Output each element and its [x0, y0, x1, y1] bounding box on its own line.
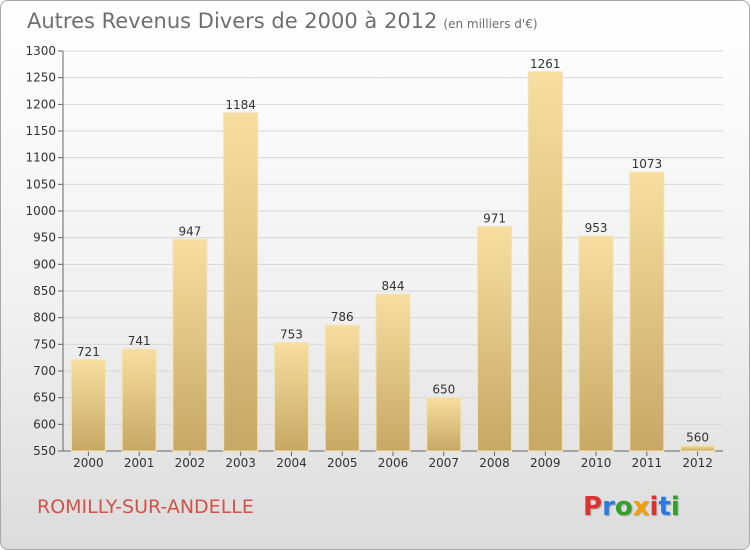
x-tick-label: 2012 — [682, 456, 713, 470]
bar-value-label: 741 — [128, 334, 151, 348]
chart-title: Autres Revenus Divers de 2000 à 2012 (en … — [27, 9, 538, 33]
logo-letter: x — [632, 492, 650, 522]
x-tick-label: 2002 — [175, 456, 206, 470]
x-tick-label: 2001 — [124, 456, 155, 470]
bar — [273, 342, 309, 452]
x-tick-label: 2006 — [378, 456, 409, 470]
logo-letter: i — [670, 492, 680, 522]
y-tick-label: 1200 — [25, 97, 56, 111]
y-tick-label: 750 — [33, 337, 56, 351]
bar-value-label: 753 — [280, 328, 303, 342]
bar — [172, 238, 208, 452]
y-tick-label: 1000 — [25, 204, 56, 218]
y-tick-label: 550 — [33, 444, 56, 458]
y-tick-label: 1100 — [25, 151, 56, 165]
logo-letter: t — [658, 492, 671, 522]
x-tick-label: 2008 — [479, 456, 510, 470]
bar — [426, 397, 462, 452]
x-tick-label: 2000 — [73, 456, 104, 470]
bar-value-label: 1261 — [530, 57, 561, 71]
bar-value-label: 1184 — [225, 98, 256, 112]
x-tick-label: 2011 — [632, 456, 663, 470]
bar — [680, 445, 716, 452]
bar-value-label: 953 — [585, 221, 608, 235]
y-tick-label: 1250 — [25, 71, 56, 85]
logo-letter: o — [614, 492, 633, 522]
bar-value-label: 786 — [331, 310, 354, 324]
bar-value-label: 1073 — [632, 157, 663, 171]
y-tick-label: 700 — [33, 364, 56, 378]
x-tick-labels: 2000 2001 2002 2003 2004 2005 2006 2007 2008 2009… — [73, 456, 713, 470]
commune-name: ROMILLY-SUR-ANDELLE — [37, 496, 254, 518]
bar-value-label: 844 — [382, 279, 405, 293]
y-tick-label: 900 — [33, 257, 56, 271]
y-tick-labels: 550 600 650 700 750 800 850 900 950 1000 1050 1100 1… — [25, 44, 56, 458]
x-tick-label: 2005 — [327, 456, 358, 470]
y-tick-label: 1300 — [25, 44, 56, 58]
bar — [527, 71, 563, 452]
x-tick-label: 2010 — [581, 456, 612, 470]
bar — [477, 225, 513, 452]
x-tick-label: 2003 — [225, 456, 256, 470]
bar — [578, 235, 614, 452]
y-tick-label: 1050 — [25, 177, 56, 191]
proxiti-logo[interactable]: Proxiti — [583, 492, 680, 522]
logo-letter: r — [602, 492, 615, 522]
bar — [629, 171, 665, 452]
bar — [70, 359, 106, 452]
bars — [70, 71, 716, 452]
y-tick-label: 600 — [33, 417, 56, 431]
logo-letter: P — [583, 492, 603, 522]
bar — [223, 112, 259, 452]
y-tick-label: 800 — [33, 311, 56, 325]
x-tick-label: 2009 — [530, 456, 561, 470]
y-tick-label: 650 — [33, 391, 56, 405]
bar-value-label: 721 — [77, 345, 100, 359]
x-tick-label: 2007 — [428, 456, 459, 470]
chart-title-text: Autres Revenus Divers de 2000 à 2012 — [27, 9, 438, 33]
x-tick-label: 2004 — [276, 456, 307, 470]
bar-value-label: 971 — [483, 211, 506, 225]
bar-value-label: 560 — [686, 431, 709, 445]
logo-letter: i — [649, 492, 659, 522]
bar — [121, 348, 157, 452]
bar-value-label: 947 — [178, 224, 201, 238]
bar-value-label: 650 — [432, 383, 455, 397]
y-tick-label: 850 — [33, 284, 56, 298]
y-tick-label: 1150 — [25, 124, 56, 138]
value-labels: 721 741 947 1184 753 786 844 650 971 1261 953 1073 5… — [77, 57, 709, 445]
chart-subtitle: (en milliers d'€) — [443, 17, 538, 31]
bar — [324, 324, 360, 452]
y-tick-label: 950 — [33, 231, 56, 245]
bar — [375, 293, 411, 452]
